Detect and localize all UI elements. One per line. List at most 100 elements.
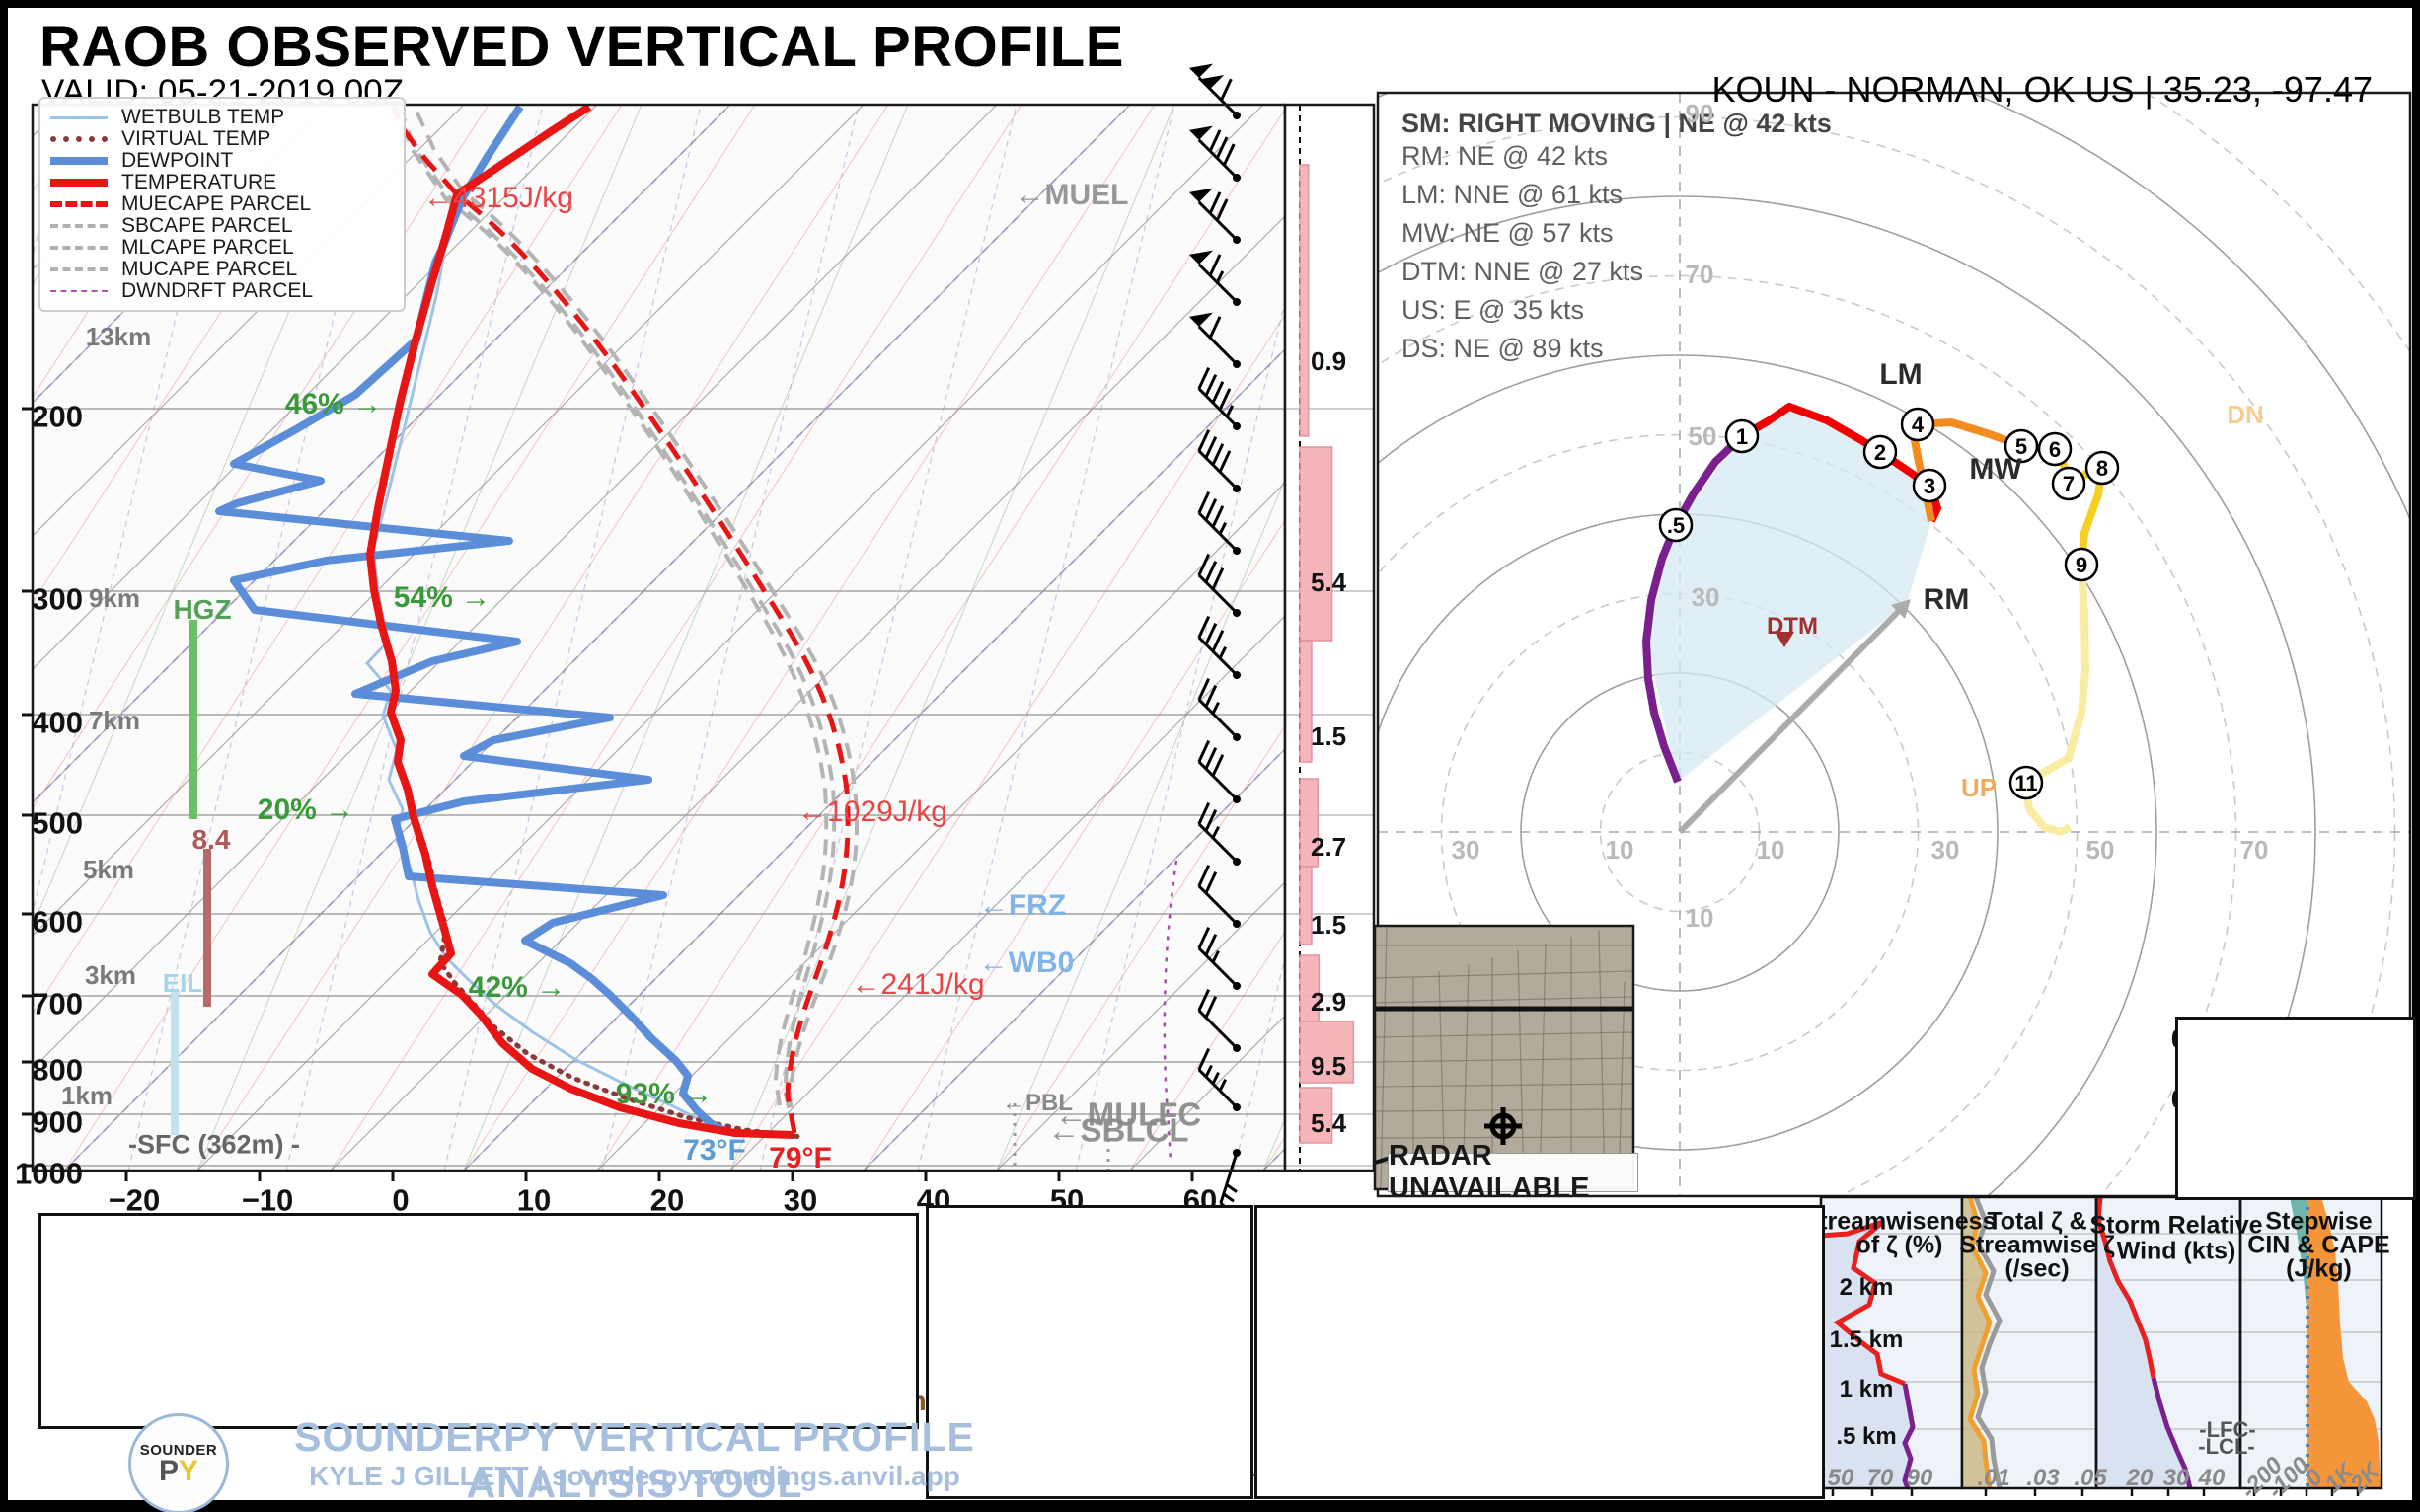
panel-tick-label: 40: [2198, 1465, 2226, 1491]
hodo-point-label: RM: [1923, 583, 1970, 616]
rh-annotation: 20% →: [257, 794, 355, 826]
strip-bars: [1299, 164, 1355, 1144]
ring-label: 30: [1451, 835, 1480, 865]
hodo-marker-8: 8: [2084, 450, 2120, 486]
ring-label: 10: [1756, 835, 1785, 865]
level-label: ←WB0: [978, 946, 1075, 979]
hodo-point-label: DTM: [1767, 613, 1818, 640]
level-label: 73°F: [683, 1134, 746, 1167]
level-label: ←241J/kg: [851, 968, 985, 1001]
storm-motion-line: MW: NE @ 57 kts: [1401, 218, 1614, 248]
axis-tick-marks: [22, 407, 1194, 1181]
panel-title: Stepwise: [2265, 1207, 2373, 1236]
legend-item-label: DWNDRFT PARCEL: [121, 279, 314, 302]
srh-summary-box: [2175, 1017, 2416, 1200]
svg-text:8: 8: [2096, 456, 2108, 481]
footer-credit-line: KYLE J GILLETT | sounderpysoundings.anvi…: [309, 1461, 960, 1491]
pressure-tick-label: 700: [32, 986, 83, 1021]
ring-label: 50: [1688, 421, 1717, 451]
logo-top-text: SOUNDER: [139, 1442, 218, 1459]
level-label: ←MUEL: [1015, 179, 1129, 211]
pressure-tick-label: 200: [32, 399, 83, 434]
hodo-marker-7: 7: [2051, 466, 2086, 501]
svg-text:11: 11: [2014, 771, 2037, 795]
strip-bar-label: 0.9: [1311, 346, 1347, 376]
dwndrft-parcel-curve: [1163, 860, 1178, 1164]
panel-tick-label: 30: [2162, 1465, 2190, 1491]
strip-bar-label: 9.5: [1311, 1051, 1347, 1081]
legend-swatch-icon: [50, 246, 108, 250]
storm-motion-arrow-head: [1891, 599, 1911, 619]
storm-motion-line: DS: NE @ 89 kts: [1401, 334, 1604, 363]
site-crosshair-icon: [1484, 1107, 1522, 1145]
hodo-marker-.5: .5: [1658, 507, 1694, 543]
legend-item: SBCAPE PARCEL: [50, 214, 394, 237]
storm-motion-line: LM: NNE @ 61 kts: [1401, 180, 1623, 209]
wetbulb-curve: [364, 226, 727, 1135]
hodo-marker-3: 3: [1912, 468, 1947, 503]
footer-brand-line: SOUNDERPY VERTICAL PROFILE ANALYSIS TOOL: [294, 1414, 975, 1506]
svg-text:7: 7: [2063, 472, 2075, 496]
panel-title: (/sec): [2004, 1254, 2070, 1283]
svg-text:5: 5: [2015, 434, 2027, 459]
pressure-tick-label: 400: [32, 705, 83, 740]
hodo-trace-above-9km: [2022, 564, 2089, 836]
ring-label: 30: [1930, 835, 1960, 865]
strip-bar-label: 2.7: [1311, 832, 1347, 862]
strip-bar-label: 5.4: [1311, 567, 1347, 597]
height-label: 5km: [82, 855, 135, 884]
legend-item-label: MLCAPE PARCEL: [121, 236, 294, 259]
storm-motion-line: US: E @ 35 kts: [1401, 295, 1584, 325]
pressure-tick-label: 900: [32, 1104, 83, 1140]
temperature-tick-label: 20: [649, 1182, 685, 1218]
pressure-tick-label: 500: [32, 805, 83, 841]
hodo-marker-5: 5: [2004, 428, 2039, 464]
height-label: 13km: [85, 322, 152, 351]
ring-label: 70: [2239, 835, 2269, 865]
legend-item: WETBULB TEMP: [50, 106, 394, 128]
cin-fill: [2290, 1197, 2307, 1323]
sounderpy-logo: SOUNDER PPYY: [128, 1413, 229, 1512]
svg-text:1: 1: [1736, 424, 1748, 449]
panel-curves: [1820, 1196, 2381, 1489]
strip-bar-label: 1.5: [1311, 721, 1347, 751]
level-label: ←1029J/kg: [797, 795, 947, 828]
level-label: HGZ: [173, 594, 232, 625]
ring-label: 10: [1605, 835, 1634, 865]
hodo-point-label: DN: [2227, 400, 2264, 429]
muecape-parcel-curve: [390, 105, 851, 1134]
panel-ylabel: 1 km: [1839, 1376, 1894, 1402]
skewt-legend: WETBULB TEMP VIRTUAL TEMP DEWPOINT TEMPERAT…: [38, 97, 406, 312]
hodo-point-label: LM: [1879, 358, 1923, 391]
srh-fill-area: [1646, 407, 1931, 782]
temperature-tick-label: 10: [516, 1182, 552, 1218]
logo-main-text: PPYY: [158, 1455, 199, 1487]
panel-tick-label: .05: [2074, 1465, 2107, 1491]
ring-label: 10: [1685, 903, 1714, 933]
level-label: 79°F: [769, 1142, 832, 1174]
srw-fill: [2096, 1197, 2190, 1488]
panel-annotation: -LFC-: [2199, 1417, 2256, 1442]
hodograph-height-markers: .5 1 2 3 4 5 678 9 11: [1658, 407, 2120, 800]
panel-ylabel: 1.5 km: [1829, 1326, 1904, 1353]
legend-item: MLCAPE PARCEL: [50, 236, 394, 259]
legend-swatch-icon: [50, 267, 108, 271]
panel-title: (J/kg): [2286, 1254, 2352, 1283]
panel-title: Wind (kts): [2116, 1237, 2236, 1265]
panel-ylabel: .5 km: [1836, 1423, 1897, 1450]
hodo-trace-0-1km: [1642, 433, 1745, 784]
legend-swatch-icon: [50, 157, 108, 165]
height-label: 7km: [88, 706, 141, 735]
figure-canvas: .5 1 2 3 4 5 6 7 8 9 11: [8, 8, 2416, 1512]
temperature-tick-label: 30: [783, 1182, 818, 1218]
height-label: 3km: [84, 960, 137, 990]
rh-annotation: 54% →: [393, 581, 492, 614]
level-label: ←PBL: [1002, 1090, 1073, 1116]
panel-title: Streamwise ζ: [1959, 1231, 2115, 1259]
mlcape-parcel-curve: [393, 106, 829, 1106]
svg-text:9: 9: [2076, 553, 2087, 577]
panel-borders: [1819, 1195, 2383, 1496]
radar-unavailable-badge: RADAR UNAVAILABLE: [1388, 1140, 1638, 1204]
legend-item-label: DEWPOINT: [121, 149, 234, 172]
panel-title: Storm Relative: [2089, 1211, 2263, 1240]
